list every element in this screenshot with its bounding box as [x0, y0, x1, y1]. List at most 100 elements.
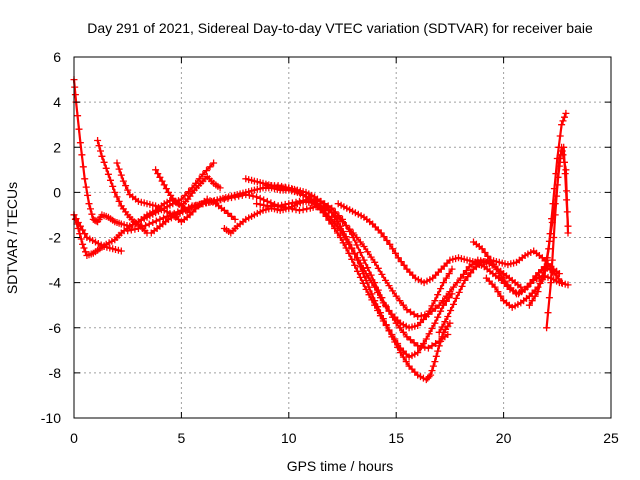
data-series — [70, 76, 572, 384]
x-tick-label: 25 — [603, 430, 619, 446]
data-point-marker — [448, 265, 456, 273]
interp-marker — [497, 292, 505, 300]
interp-marker — [447, 307, 455, 314]
interp-marker — [421, 311, 429, 319]
data-point-marker — [431, 358, 439, 366]
interp-marker — [303, 193, 311, 201]
interp-marker — [552, 271, 560, 279]
data-point-marker — [562, 109, 570, 117]
interp-marker — [385, 307, 393, 315]
interp-marker — [367, 253, 375, 261]
interp-marker — [325, 216, 333, 224]
interp-marker — [224, 209, 232, 217]
interp-marker — [334, 229, 341, 237]
interp-marker — [249, 192, 257, 200]
x-tick-label: 15 — [388, 430, 404, 446]
y-tick-label: 0 — [53, 184, 61, 200]
interp-marker — [425, 373, 433, 381]
interp-marker — [563, 187, 571, 195]
interp-marker — [432, 340, 440, 347]
interp-marker — [74, 112, 82, 120]
interp-marker — [528, 297, 536, 305]
data-point-marker — [111, 188, 119, 196]
data-point-marker — [285, 200, 293, 208]
interp-marker — [100, 158, 108, 166]
interp-marker — [400, 261, 408, 269]
interp-marker — [71, 91, 79, 99]
interp-marker — [439, 297, 447, 305]
interp-marker — [545, 237, 553, 245]
data-point-marker — [360, 256, 368, 264]
x-tick-label: 10 — [281, 430, 297, 446]
interp-marker — [256, 194, 264, 202]
data-point-marker — [220, 206, 228, 214]
interp-marker — [181, 191, 189, 199]
interp-marker — [396, 324, 404, 332]
data-point-marker — [360, 243, 368, 250]
data-point-marker — [85, 200, 93, 208]
interp-marker — [540, 267, 548, 275]
data-point-marker — [555, 270, 563, 278]
interp-marker — [102, 164, 110, 172]
x-tick-label: 0 — [70, 430, 78, 446]
data-point-marker — [403, 333, 411, 341]
interp-marker — [152, 217, 160, 225]
data-point-marker — [427, 371, 435, 379]
data-point-marker — [371, 258, 379, 266]
interp-marker — [561, 158, 568, 166]
interp-marker — [432, 304, 440, 312]
y-tick-label: 2 — [53, 139, 61, 155]
interp-marker — [353, 234, 361, 241]
y-tick-label: -8 — [49, 365, 62, 381]
interp-marker — [365, 283, 373, 291]
interp-marker — [79, 226, 87, 234]
series-track-11 — [253, 195, 452, 352]
interp-marker — [107, 176, 114, 184]
interp-marker — [339, 228, 347, 235]
data-point-marker — [394, 254, 402, 262]
interp-marker — [442, 274, 450, 282]
data-point-marker — [134, 225, 142, 232]
y-axis-label: SDTVAR / TECUs — [4, 182, 20, 294]
interp-marker — [160, 181, 168, 189]
data-point-marker — [435, 301, 443, 309]
y-tick-label: -6 — [49, 320, 62, 336]
data-point-marker — [562, 166, 570, 174]
interp-marker — [428, 342, 436, 350]
y-tick-label: 4 — [53, 94, 61, 110]
interp-marker — [481, 249, 489, 256]
data-point-marker — [253, 200, 261, 208]
interp-marker — [453, 279, 461, 287]
data-point-marker — [119, 177, 127, 185]
data-point-marker — [79, 240, 87, 248]
data-point-marker — [371, 279, 379, 287]
interp-marker — [84, 191, 92, 199]
data-point-marker — [76, 222, 84, 230]
interp-marker — [434, 347, 442, 355]
interp-marker — [342, 222, 350, 229]
data-point-marker — [81, 175, 89, 183]
interp-marker — [228, 212, 235, 220]
y-tick-label: -4 — [49, 275, 62, 291]
data-point-marker — [386, 240, 394, 248]
interp-marker — [278, 182, 286, 190]
data-point-marker — [317, 202, 325, 210]
interp-marker — [74, 219, 82, 226]
data-point-marker — [392, 319, 400, 327]
interp-marker — [432, 352, 440, 360]
interp-marker — [462, 267, 470, 275]
data-point-marker — [517, 283, 525, 291]
interp-marker — [455, 288, 463, 296]
interp-marker — [399, 328, 407, 336]
interp-marker — [335, 215, 343, 223]
data-point-marker — [104, 170, 112, 178]
interp-marker — [299, 206, 307, 214]
data-point-marker — [558, 143, 566, 151]
data-point-marker — [461, 276, 469, 284]
data-point-marker — [414, 313, 422, 320]
interp-marker — [321, 204, 329, 212]
data-point-marker — [345, 249, 353, 257]
y-tick-label: -10 — [41, 410, 61, 426]
interp-marker — [378, 294, 386, 302]
